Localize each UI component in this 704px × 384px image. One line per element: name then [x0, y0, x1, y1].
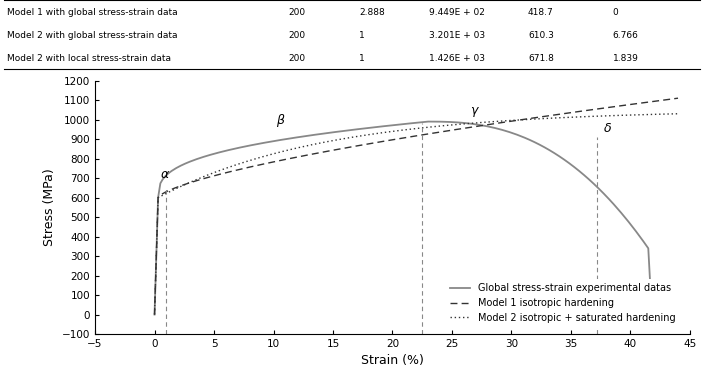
Text: 1: 1	[359, 54, 365, 63]
Text: 9.449E + 02: 9.449E + 02	[429, 8, 485, 17]
Y-axis label: Stress (MPa): Stress (MPa)	[43, 169, 56, 246]
Text: α: α	[161, 168, 170, 181]
Text: 2.888: 2.888	[359, 8, 385, 17]
X-axis label: Strain (%): Strain (%)	[361, 354, 424, 367]
Text: Model 2 with local stress-strain data: Model 2 with local stress-strain data	[7, 54, 171, 63]
Text: 418.7: 418.7	[528, 8, 554, 17]
Text: Model 2 with global stress-strain data: Model 2 with global stress-strain data	[7, 31, 177, 40]
Text: 200: 200	[289, 54, 306, 63]
Text: 610.3: 610.3	[528, 31, 554, 40]
Text: 1.426E + 03: 1.426E + 03	[429, 54, 486, 63]
Text: 1.839: 1.839	[612, 54, 639, 63]
Text: δ: δ	[604, 122, 612, 135]
Text: 671.8: 671.8	[528, 54, 554, 63]
Text: 1: 1	[359, 31, 365, 40]
Text: β: β	[276, 114, 284, 127]
Text: 6.766: 6.766	[612, 31, 639, 40]
Text: 3.201E + 03: 3.201E + 03	[429, 31, 486, 40]
Text: 200: 200	[289, 8, 306, 17]
Legend: Global stress-strain experimental datas, Model 1 isotropic hardening, Model 2 is: Global stress-strain experimental datas,…	[446, 279, 679, 327]
Text: Model 1 with global stress-strain data: Model 1 with global stress-strain data	[7, 8, 177, 17]
Text: γ: γ	[470, 104, 477, 117]
Text: 0: 0	[612, 8, 618, 17]
Text: 200: 200	[289, 31, 306, 40]
